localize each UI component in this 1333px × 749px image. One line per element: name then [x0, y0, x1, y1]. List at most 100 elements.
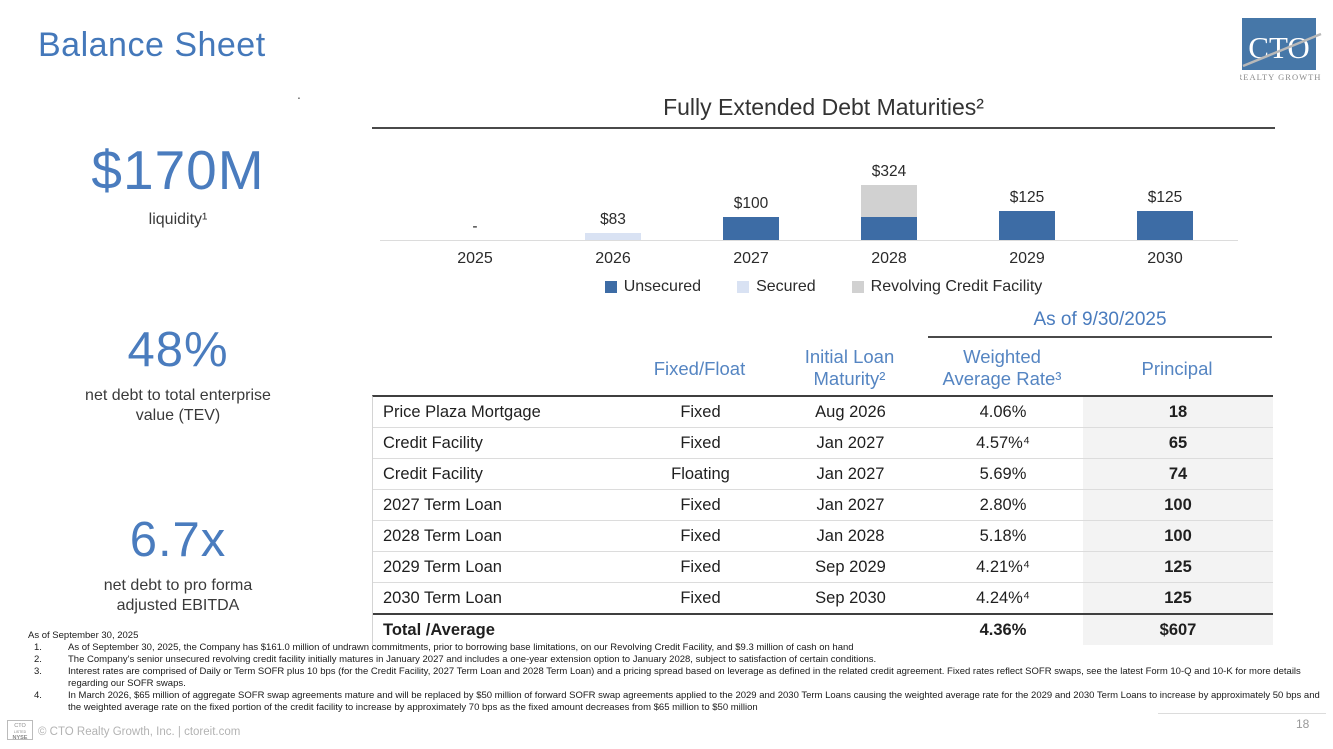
cell-rate: 4.21%⁴	[976, 558, 1030, 576]
metric-net-debt-ebitda-label: net debt to pro forma adjusted EBITDA	[103, 577, 253, 614]
legend-label: Unsecured	[623, 278, 702, 295]
cell-maturity: Jan 2027	[816, 434, 885, 452]
x-axis-label-2028: 2028	[871, 250, 907, 267]
bar-segment-unsecured	[1137, 211, 1193, 240]
table-asof-header: As of 9/30/2025	[1033, 309, 1167, 330]
cell-maturity: Sep 2030	[815, 589, 886, 607]
cell-maturity: Jan 2027	[816, 465, 885, 483]
cell-principal: 74	[1083, 459, 1273, 489]
cell-principal: 100	[1083, 490, 1273, 520]
svg-text:REALTY GROWTH: REALTY GROWTH	[1240, 72, 1321, 82]
footnote-4: 4. In March 2026, $65 million of aggrega…	[34, 690, 1320, 713]
legend-swatch-revolving-icon	[851, 281, 864, 293]
footnotes: As of September 30, 2025 1. As of Septem…	[28, 630, 1320, 714]
bar-stack	[999, 211, 1055, 240]
table-row: Credit Facility Floating Jan 2027 5.69% …	[373, 459, 1273, 490]
x-axis-label-2027: 2027	[733, 250, 769, 267]
legend-item-secured: Secured	[737, 278, 816, 296]
cell-maturity: Sep 2029	[815, 558, 886, 576]
cell-principal: 65	[1083, 428, 1273, 458]
cell-fixed-float: Fixed	[680, 434, 721, 452]
column-header-principal: Principal	[1141, 358, 1213, 379]
legend-swatch-secured-icon	[737, 281, 750, 293]
cell-maturity: Aug 2026	[815, 403, 886, 421]
cell-name: 2029 Term Loan	[383, 558, 502, 576]
page-number: 18	[1296, 717, 1310, 731]
bar-segment-unsecured	[999, 211, 1055, 240]
chart-baseline	[380, 240, 1238, 241]
table-total-row: Total /Average 4.36% $607	[373, 613, 1273, 645]
bar-value-label: $83	[600, 211, 626, 228]
cell-fixed-float: Fixed	[680, 558, 721, 576]
footnote-1: 1. As of September 30, 2025, the Company…	[34, 642, 854, 653]
bar-stack	[585, 233, 641, 240]
table-row: 2030 Term Loan Fixed Sep 2030 4.24%⁴ 125	[373, 583, 1273, 613]
cell-principal: 18	[1083, 397, 1273, 427]
cell-name: Credit Facility	[383, 434, 483, 452]
bar-value-label: -	[472, 218, 478, 235]
cell-rate: 4.57%⁴	[976, 434, 1030, 452]
bar-stack	[723, 217, 779, 240]
column-header-weighted-average-rate: Weighted Average Rate³	[942, 346, 1062, 389]
table-row: Price Plaza Mortgage Fixed Aug 2026 4.06…	[373, 397, 1273, 428]
cell-fixed-float: Floating	[671, 465, 730, 483]
metric-net-debt-tev: 48% net debt to total enterprise value (…	[38, 322, 318, 426]
cell-name: 2028 Term Loan	[383, 527, 502, 545]
metric-liquidity-label: liquidity¹	[148, 211, 208, 228]
cto-logo-icon: CTO REALTY GROWTH	[1237, 18, 1322, 82]
cell-rate: 4.06%	[979, 403, 1027, 421]
cell-total-rate: 4.36%	[979, 621, 1027, 639]
stray-dot: .	[297, 86, 301, 102]
metric-liquidity-value: $170M	[91, 139, 265, 201]
page-number-rule	[1158, 713, 1326, 714]
table-row: 2027 Term Loan Fixed Jan 2027 2.80% 100	[373, 490, 1273, 521]
cell-name: Credit Facility	[383, 465, 483, 483]
cell-name: Price Plaza Mortgage	[383, 403, 541, 421]
metric-net-debt-ebitda: 6.7x net debt to pro forma adjusted EBIT…	[38, 512, 318, 616]
table-asof-rule	[928, 336, 1272, 338]
cell-fixed-float: Fixed	[680, 527, 721, 545]
metric-liquidity: $170M liquidity¹	[38, 138, 318, 230]
bar-segment-unsecured	[861, 217, 917, 240]
cell-name: 2030 Term Loan	[383, 589, 502, 607]
cell-fixed-float: Fixed	[680, 496, 721, 514]
chart-title: Fully Extended Debt Maturities²	[663, 94, 984, 120]
bar-value-label: $125	[1147, 189, 1183, 206]
cell-rate: 5.18%	[979, 527, 1027, 545]
cell-total-principal: $607	[1083, 615, 1273, 645]
metric-net-debt-ebitda-value: 6.7x	[129, 513, 227, 567]
cell-maturity: Jan 2028	[816, 527, 885, 545]
legend-label: Secured	[756, 278, 816, 295]
legend-swatch-unsecured-icon	[604, 281, 617, 293]
x-axis-label-2029: 2029	[1009, 250, 1045, 267]
cell-rate: 4.24%⁴	[976, 589, 1030, 607]
bar-value-label: $125	[1009, 189, 1045, 206]
metric-net-debt-tev-label: net debt to total enterprise value (TEV)	[85, 387, 271, 424]
metric-net-debt-tev-value: 48%	[127, 323, 229, 377]
company-logo: CTO REALTY GROWTH	[1237, 14, 1324, 91]
cell-principal: 125	[1083, 583, 1273, 613]
cell-fixed-float: Fixed	[680, 403, 721, 421]
cell-rate: 2.80%	[979, 496, 1027, 514]
legend-item-revolving: Revolving Credit Facility	[851, 278, 1042, 296]
x-axis-label-2030: 2030	[1147, 250, 1183, 267]
cell-total-label: Total /Average	[383, 621, 495, 639]
chart-title-rule	[372, 127, 1275, 129]
cell-rate: 5.69%	[979, 465, 1027, 483]
x-axis-label-2026: 2026	[595, 250, 631, 267]
cell-principal: 100	[1083, 521, 1273, 551]
page-title: Balance Sheet	[38, 26, 266, 64]
cell-fixed-float: Fixed	[680, 589, 721, 607]
chart-legend: Unsecured Secured Revolving Credit Facil…	[372, 278, 1275, 296]
bar-value-label: $324	[871, 163, 907, 180]
legend-item-unsecured: Unsecured	[604, 278, 702, 296]
cell-name: 2027 Term Loan	[383, 496, 502, 514]
bar-segment-revolving-credit-facility	[861, 185, 917, 217]
table-row: Credit Facility Fixed Jan 2027 4.57%⁴ 65	[373, 428, 1273, 459]
bar-segment-secured	[585, 233, 641, 240]
cell-maturity: Jan 2027	[816, 496, 885, 514]
footnote-2: 2. The Company's senior unsecured revolv…	[34, 654, 877, 665]
column-header-fixed-float: Fixed/Float	[653, 358, 746, 379]
footer-copyright: © CTO Realty Growth, Inc. | ctoreit.com	[38, 726, 241, 738]
